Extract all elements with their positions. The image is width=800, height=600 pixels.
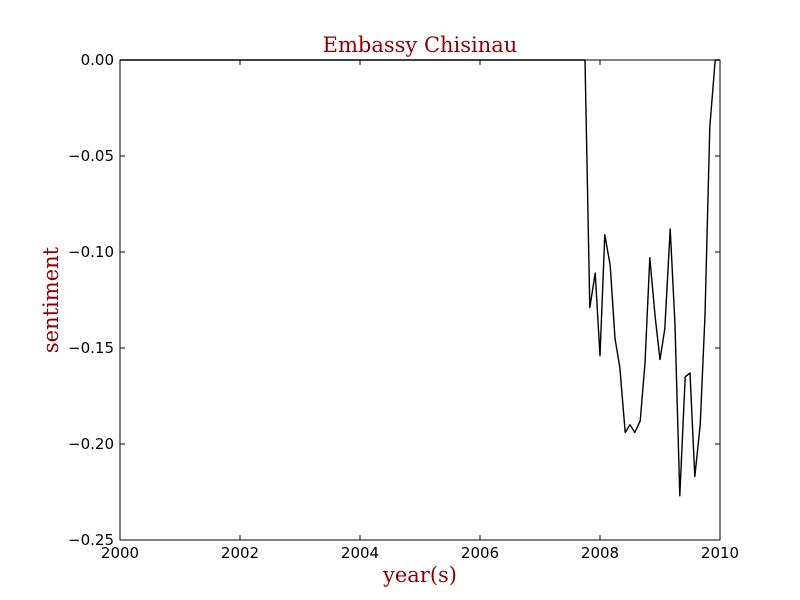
y-tick-label: −0.05 [68,147,114,165]
x-tick-label: 2006 [461,544,499,562]
x-tick-label: 2008 [581,544,619,562]
y-axis-label: sentiment [39,246,63,353]
y-axis-ticks: 0.00 −0.05 −0.10 −0.15 −0.20 −0.25 [68,51,720,549]
y-tick-label: −0.10 [68,243,114,261]
x-axis-ticks: 2000 2002 2004 2006 2008 2010 [101,60,739,562]
x-tick-label: 2002 [221,544,259,562]
x-tick-label: 2004 [341,544,379,562]
y-tick-label: −0.15 [68,339,114,357]
x-tick-label: 2010 [701,544,739,562]
plot-area-frame [119,59,721,541]
plot-data-layer [120,59,720,497]
x-axis-label: year(s) [382,563,457,587]
x-tick-label: 2000 [101,544,139,562]
y-tick-label: 0.00 [81,51,114,69]
chart-title: Embassy Chisinau [323,33,518,57]
y-tick-label: −0.20 [68,435,114,453]
y-tick-label: −0.25 [68,531,114,549]
series-line-0 [120,59,720,497]
